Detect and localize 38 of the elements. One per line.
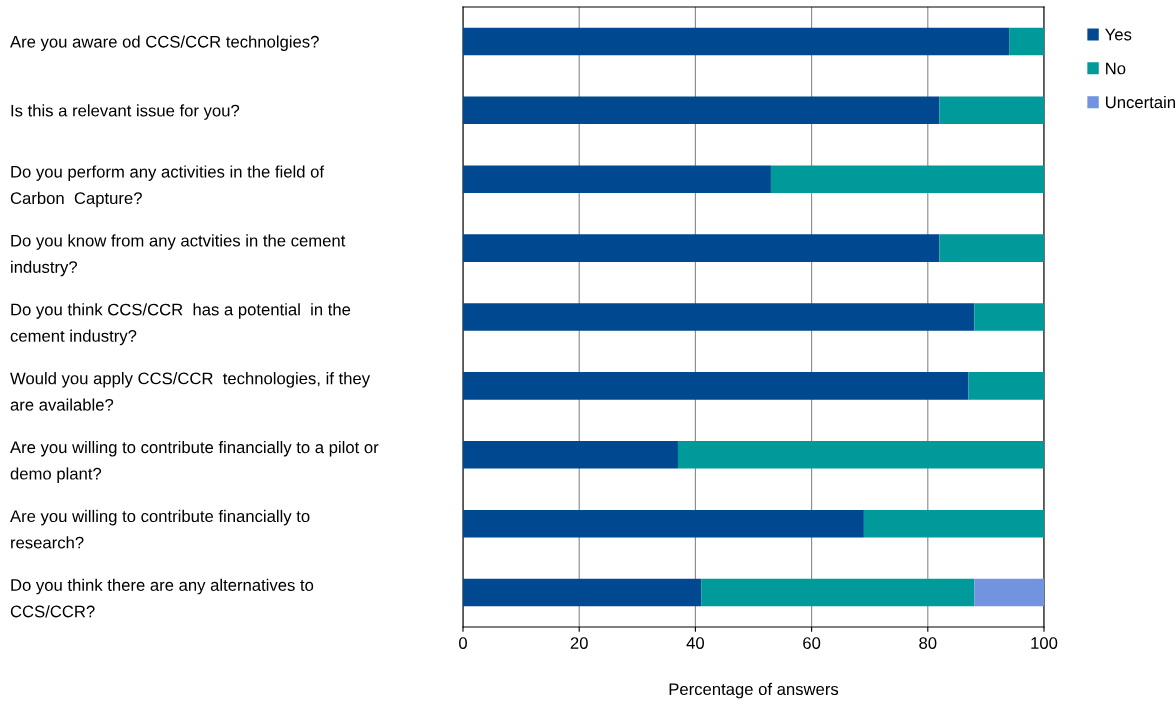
x-tick-label: 40 — [686, 637, 705, 649]
bar — [463, 165, 771, 193]
x-tick-label: 80 — [919, 637, 937, 649]
bar — [463, 578, 702, 607]
bar — [463, 234, 940, 262]
bar — [677, 441, 1044, 469]
legend-label: No — [1106, 62, 1126, 75]
bar — [463, 27, 1010, 56]
bar — [939, 234, 1044, 262]
bar — [974, 303, 1044, 331]
x-tick-label: 100 — [1031, 637, 1058, 649]
bar — [974, 578, 1044, 607]
y-tick-label: Are you aware od CCS/CCR technolgies? — [10, 35, 319, 51]
y-tick-label: Do you think CCS/CCR has a potential in the cement industry? — [10, 303, 351, 346]
y-tick-label: Do you think there are any alternatives to CCS/CCR? — [10, 578, 314, 618]
y-tick-label: Are you willing to contribute financially to research? — [10, 509, 310, 549]
bar — [939, 96, 1044, 125]
x-tick-label: 0 — [459, 637, 467, 649]
bar — [463, 441, 678, 469]
bar — [463, 372, 969, 400]
bar — [968, 372, 1044, 400]
bar — [701, 578, 975, 607]
x-tick-label: 60 — [803, 637, 821, 649]
legend-label: Uncertain — [1106, 95, 1175, 109]
y-tick-label: Do you perform any activities in the field of Carbon Capture? — [10, 165, 325, 208]
bar — [770, 165, 1044, 193]
x-tick-label: 20 — [570, 637, 588, 649]
bar — [1009, 27, 1044, 56]
bar — [863, 509, 1044, 538]
bar — [463, 509, 864, 538]
bar — [463, 303, 975, 331]
legend-label: Yes — [1105, 28, 1132, 41]
y-tick-label: Would you apply CCS/CCR technologies, if they are available? — [10, 372, 371, 411]
bar — [463, 96, 940, 125]
y-tick-label: Is this a relevant issue for you? — [11, 104, 240, 120]
y-tick-label: Are you willing to contribute financially to a pilot or demo plant? — [10, 440, 379, 483]
x-axis-title: Percentage of answers — [669, 682, 839, 699]
y-tick-label: Do you know from any actvities in the cement industry? — [11, 234, 346, 277]
